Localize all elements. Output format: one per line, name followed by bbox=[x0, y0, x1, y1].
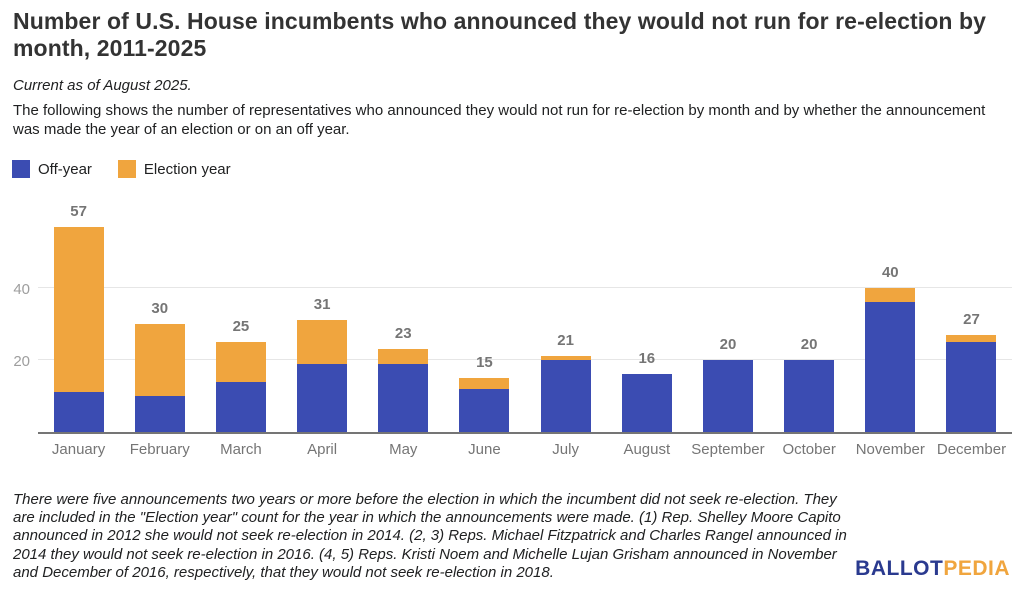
bar-total-label: 27 bbox=[963, 310, 980, 328]
bar-total-label: 30 bbox=[151, 300, 169, 317]
plot-area: 57 January 30 February 25 March 31 April 23 May 15… bbox=[38, 196, 1012, 458]
y-tick-label-40: 40 bbox=[13, 281, 30, 298]
x-axis-label: January bbox=[51, 441, 106, 458]
bar-off-year-segment bbox=[946, 342, 997, 432]
x-axis-label: September bbox=[691, 441, 765, 458]
bar-column-march: 25 March bbox=[200, 196, 281, 458]
legend-label-election-year: Election year bbox=[143, 160, 231, 178]
footnote: There were five announcements two years … bbox=[13, 491, 847, 581]
bar-total-label: 40 bbox=[881, 264, 899, 281]
off-year-swatch-icon bbox=[12, 160, 30, 178]
bar-total-label: 57 bbox=[70, 202, 87, 220]
description: The following shows the number of repres… bbox=[13, 102, 986, 138]
bar-stack bbox=[297, 320, 348, 432]
legend: Off-year Election year bbox=[12, 160, 1024, 178]
x-axis-label: November bbox=[855, 441, 925, 458]
bar-election-year-segment bbox=[297, 320, 348, 364]
bar-column-july: 21 July bbox=[525, 196, 606, 458]
y-tick-label-20: 20 bbox=[13, 353, 30, 370]
bar-stack bbox=[540, 356, 591, 432]
bar-chart: 57 January 30 February 25 March 31 April 23 May 15… bbox=[0, 196, 1024, 462]
bar-total-label: 20 bbox=[719, 336, 737, 353]
bar-column-may: 23 May bbox=[363, 196, 444, 458]
bar-stack bbox=[53, 226, 104, 432]
bar-election-year-segment bbox=[865, 288, 916, 303]
bar-total-label: 16 bbox=[638, 350, 656, 368]
bar-column-december: 27 December bbox=[931, 196, 1012, 458]
logo-ballot: BALLOT bbox=[855, 557, 944, 580]
bar-stack bbox=[621, 374, 672, 432]
gridline-40 bbox=[38, 287, 1012, 288]
bar-off-year-segment bbox=[784, 360, 835, 432]
x-axis-label: August bbox=[623, 441, 671, 458]
bar-total-label: 31 bbox=[313, 296, 331, 314]
bar-column-january: 57 January bbox=[38, 196, 119, 458]
bar-stack bbox=[459, 378, 510, 432]
legend-label-off-year: Off-year bbox=[38, 160, 92, 178]
header: Number of U.S. House incumbents who anno… bbox=[0, 0, 1024, 139]
bar-election-year-segment bbox=[459, 378, 510, 389]
bar-election-year-segment bbox=[946, 334, 997, 342]
x-axis-label: December bbox=[936, 441, 1007, 458]
ballotpedia-logo: BALLOTPEDIA bbox=[855, 557, 1010, 581]
page-title: Number of U.S. House incumbents who anno… bbox=[13, 8, 987, 61]
bar-column-august: 16 August bbox=[606, 196, 687, 458]
bar-total-label: 20 bbox=[800, 336, 818, 353]
bar-off-year-segment bbox=[53, 392, 104, 432]
bar-off-year-segment bbox=[134, 396, 185, 432]
legend-item-election-year: Election year bbox=[117, 160, 231, 178]
election-year-swatch-icon bbox=[117, 160, 136, 178]
bar-column-february: 30 February bbox=[119, 196, 200, 458]
bar-off-year-segment bbox=[378, 363, 429, 432]
bar-election-year-segment bbox=[215, 342, 266, 382]
bar-total-label: 21 bbox=[557, 332, 574, 350]
bar-election-year-segment bbox=[540, 356, 591, 360]
x-axis-label: July bbox=[552, 441, 579, 458]
bar-column-october: 20 October bbox=[769, 196, 850, 458]
x-axis-label: May bbox=[389, 441, 418, 458]
x-axis-label: June bbox=[468, 441, 501, 458]
bar-total-label: 25 bbox=[232, 318, 250, 335]
bar-stack bbox=[784, 360, 835, 432]
bar-off-year-segment bbox=[865, 302, 916, 432]
bar-stack bbox=[946, 334, 997, 432]
bar-off-year-segment bbox=[459, 388, 510, 432]
bar-off-year-segment bbox=[215, 381, 266, 432]
x-axis-label: April bbox=[307, 441, 338, 458]
bar-election-year-segment bbox=[53, 226, 104, 393]
bar-election-year-segment bbox=[134, 324, 185, 396]
bar-off-year-segment bbox=[621, 374, 672, 432]
subtitle: Current as of August 2025. bbox=[13, 77, 192, 94]
bar-column-june: 15 June bbox=[444, 196, 525, 458]
bar-off-year-segment bbox=[702, 360, 753, 432]
bar-column-april: 31 April bbox=[282, 196, 363, 458]
bar-total-label: 15 bbox=[476, 354, 493, 371]
bar-stack bbox=[865, 288, 916, 432]
bar-stack bbox=[378, 349, 429, 432]
legend-item-off-year: Off-year bbox=[12, 160, 92, 178]
x-axis-label: October bbox=[782, 441, 836, 458]
bar-stack bbox=[702, 360, 753, 432]
bar-column-september: 20 September bbox=[687, 196, 768, 458]
x-axis-label: February bbox=[129, 441, 190, 458]
bar-stack bbox=[134, 324, 185, 432]
bar-off-year-segment bbox=[297, 363, 348, 432]
bar-total-label: 23 bbox=[394, 325, 412, 343]
bar-election-year-segment bbox=[378, 349, 429, 364]
x-axis-label: March bbox=[220, 441, 262, 458]
gridline-20 bbox=[38, 359, 1012, 360]
bar-off-year-segment bbox=[540, 360, 591, 432]
bar-column-november: 40 November bbox=[850, 196, 931, 458]
bar-stack bbox=[215, 342, 266, 432]
logo-pedia: PEDIA bbox=[943, 557, 1010, 580]
